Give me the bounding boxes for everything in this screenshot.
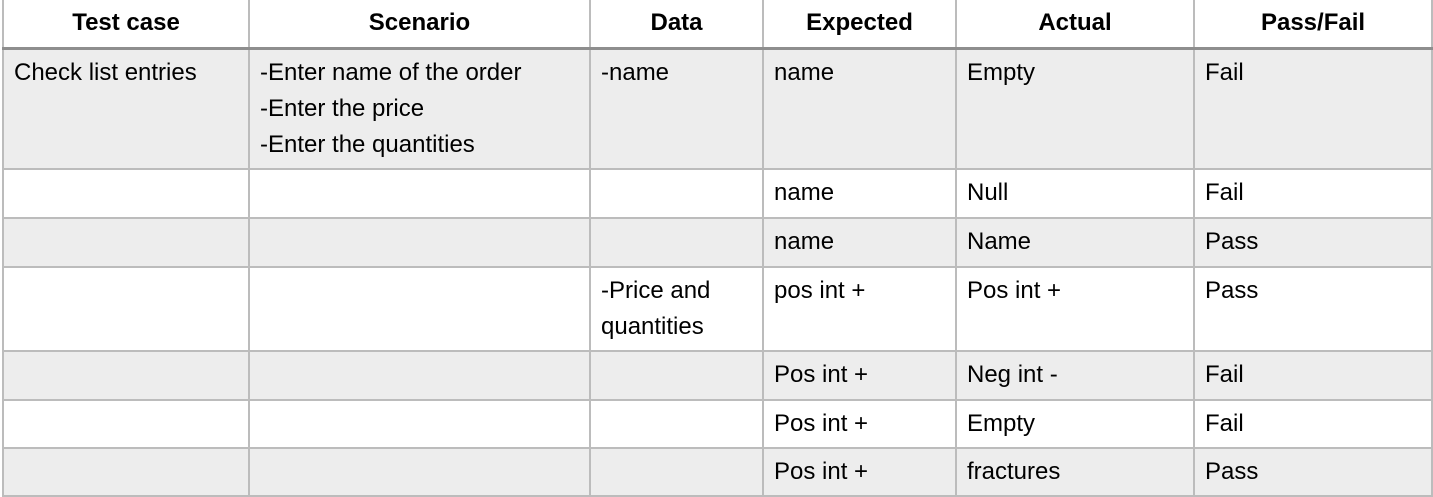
cell-actual: Name (955, 216, 1195, 268)
header-actual: Actual (955, 0, 1195, 50)
table-row: name Name Pass (2, 216, 1433, 268)
cell-test-case (2, 349, 250, 401)
cell-pass-fail: Fail (1193, 167, 1433, 219)
cell-pass-fail: Pass (1193, 446, 1433, 497)
table-row: -Price and quantities pos int + Pos int … (2, 265, 1433, 352)
cell-actual: Neg int - (955, 349, 1195, 401)
cell-scenario (248, 349, 591, 401)
table-row: Pos int + fractures Pass (2, 446, 1433, 497)
cell-test-case (2, 265, 250, 352)
cell-scenario (248, 216, 591, 268)
table-row: Pos int + Neg int - Fail (2, 349, 1433, 401)
table-row: name Null Fail (2, 167, 1433, 219)
scenario-line: -Enter the quantities (260, 130, 475, 158)
cell-expected: name (762, 167, 957, 219)
cell-data (589, 349, 764, 401)
cell-scenario (248, 398, 591, 449)
header-row: Test case Scenario Data Expected Actual … (2, 0, 1433, 50)
header-scenario: Scenario (248, 0, 591, 50)
table-row: Pos int + Empty Fail (2, 398, 1433, 449)
cell-actual: Null (955, 167, 1195, 219)
cell-expected: Pos int + (762, 446, 957, 497)
cell-scenario (248, 446, 591, 497)
cell-expected: name (762, 216, 957, 268)
scenario-line: -Enter name of the order (260, 58, 522, 86)
cell-test-case (2, 446, 250, 497)
cell-scenario: -Enter name of the order -Enter the pric… (248, 47, 591, 170)
cell-pass-fail: Fail (1193, 398, 1433, 449)
cell-test-case (2, 216, 250, 268)
table-row: Check list entries -Enter name of the or… (2, 47, 1433, 170)
cell-test-case (2, 398, 250, 449)
cell-actual: Empty (955, 398, 1195, 449)
cell-scenario (248, 265, 591, 352)
cell-scenario (248, 167, 591, 219)
cell-data (589, 216, 764, 268)
header-test-case: Test case (2, 0, 250, 50)
cell-actual: fractures (955, 446, 1195, 497)
cell-pass-fail: Pass (1193, 216, 1433, 268)
cell-data (589, 446, 764, 497)
cell-data: -Price and quantities (589, 265, 764, 352)
scenario-line: -Enter the price (260, 94, 425, 122)
cell-expected: Pos int + (762, 349, 957, 401)
cell-data (589, 167, 764, 219)
cell-pass-fail: Fail (1193, 47, 1433, 170)
header-data: Data (589, 0, 764, 50)
cell-data: -name (589, 47, 764, 170)
header-pass-fail: Pass/Fail (1193, 0, 1433, 50)
cell-data (589, 398, 764, 449)
cell-expected: name (762, 47, 957, 170)
cell-test-case: Check list entries (2, 47, 250, 170)
cell-actual: Empty (955, 47, 1195, 170)
cell-actual: Pos int + (955, 265, 1195, 352)
cell-expected: pos int + (762, 265, 957, 352)
cell-pass-fail: Fail (1193, 349, 1433, 401)
cell-test-case (2, 167, 250, 219)
cell-pass-fail: Pass (1193, 265, 1433, 352)
header-expected: Expected (762, 0, 957, 50)
data-text: -Price and quantities (601, 276, 711, 340)
cell-expected: Pos int + (762, 398, 957, 449)
